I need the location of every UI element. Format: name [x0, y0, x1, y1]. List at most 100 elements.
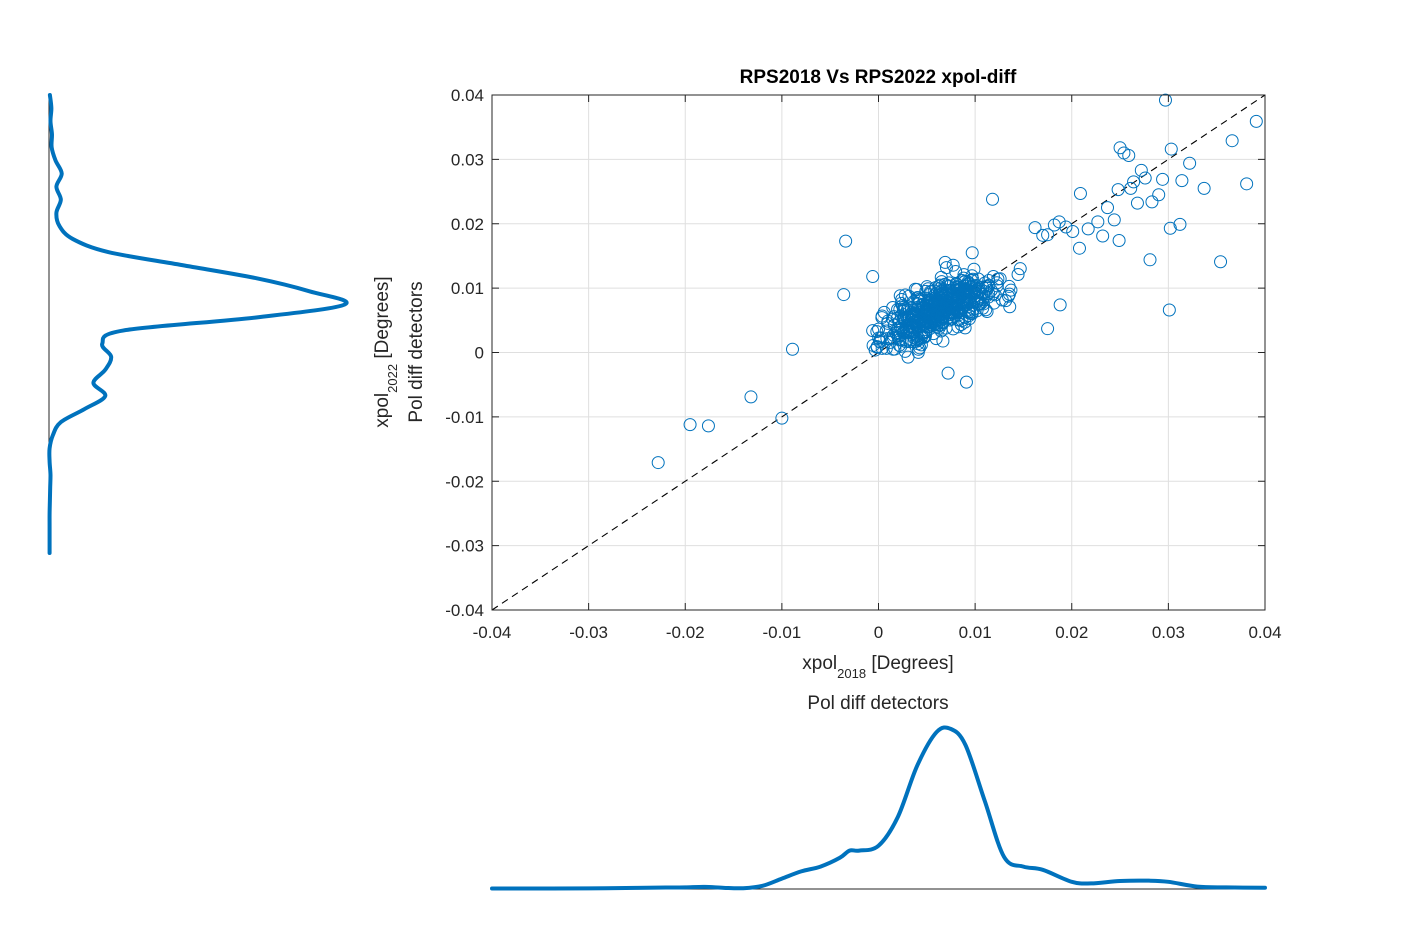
- scatter-point: [881, 314, 895, 328]
- scatter-point: [938, 305, 952, 319]
- scatter-point: [1011, 267, 1025, 281]
- scatter-point: [993, 272, 1007, 286]
- scatter-point: [936, 334, 950, 348]
- scatter-point: [898, 288, 912, 302]
- x-tick-label: -0.01: [763, 623, 802, 642]
- left-density-plot: [47, 93, 349, 555]
- scatter-point: [988, 288, 1002, 302]
- scatter-point: [701, 419, 715, 433]
- identity-reference-line: [491, 94, 1266, 611]
- bottom-density-curve: [490, 725, 1267, 891]
- scatter-point: [964, 273, 978, 287]
- scatter-point: [894, 296, 908, 310]
- scatter-point: [958, 315, 972, 329]
- scatter-point: [946, 322, 960, 336]
- scatter-point: [1240, 177, 1254, 191]
- y-tick-label: -0.04: [445, 601, 484, 620]
- scatter-point: [1173, 217, 1187, 231]
- scatter-point: [1124, 181, 1138, 195]
- scatter-point: [1163, 221, 1177, 235]
- scatter-point: [986, 287, 1000, 301]
- scatter-point: [1052, 215, 1066, 229]
- scatter-point: [955, 280, 969, 294]
- scatter-point: [1073, 186, 1087, 200]
- scatter-point: [978, 285, 992, 299]
- scatter-point: [1112, 233, 1126, 247]
- scatter-point: [979, 279, 993, 293]
- y-axis-label-line2: Pol diff detectors: [406, 281, 427, 422]
- scatter-point: [1175, 174, 1189, 188]
- scatter-point: [893, 303, 907, 317]
- scatter-point: [1111, 183, 1125, 197]
- scatter-point: [1036, 228, 1050, 242]
- scatter-point: [1138, 171, 1152, 185]
- scatter-point: [971, 272, 985, 286]
- scatter-point: [913, 294, 927, 308]
- y-axis-label-suffix: [Degrees]: [372, 276, 393, 364]
- scatter-point: [1152, 188, 1166, 202]
- scatter-point: [1249, 114, 1263, 128]
- y-axis-label-subscript: 2022: [385, 364, 400, 393]
- scatter-point: [1107, 213, 1121, 227]
- scatter-point: [935, 307, 949, 321]
- y-tick-label: -0.01: [445, 408, 484, 427]
- y-tick-label: 0.03: [451, 150, 484, 169]
- scatter-point: [986, 192, 1000, 206]
- scatter-point: [1053, 298, 1067, 312]
- scatter-point: [744, 390, 758, 404]
- scatter-point: [1143, 253, 1157, 267]
- scatter-point: [938, 255, 952, 269]
- scatter-point: [1028, 221, 1042, 235]
- scatter-point: [938, 277, 952, 291]
- scatter-point: [1059, 220, 1073, 234]
- scatter-point: [946, 306, 960, 320]
- y-tick-label: 0.04: [451, 86, 484, 105]
- scatter-point: [1122, 149, 1136, 163]
- scatter-axes: -0.04 -0.03 -0.02 -0.01 0 0.01 0.02 0.03 0.04 -0…: [372, 67, 1282, 714]
- scatter-point: [1214, 255, 1228, 269]
- x-axis-label: xpol2018 [Degrees]: [802, 653, 953, 681]
- scatter-point: [965, 246, 979, 260]
- scatter-point: [879, 324, 893, 338]
- scatter-point: [908, 315, 922, 329]
- scatter-point: [995, 293, 1009, 307]
- scatter-point: [1066, 224, 1080, 238]
- scatter-point: [937, 307, 951, 321]
- scatter-point: [839, 234, 853, 248]
- scatter-point: [946, 258, 960, 272]
- x-tick-label: 0.03: [1152, 623, 1185, 642]
- scatter-point: [967, 292, 981, 306]
- scatter-point: [1013, 262, 1027, 276]
- scatter-point: [1156, 172, 1170, 186]
- scatter-point: [986, 270, 1000, 284]
- scatter-points: [651, 93, 1263, 470]
- scatter-point: [786, 342, 800, 356]
- scatter-point: [1127, 175, 1141, 189]
- scatter-point: [866, 338, 880, 352]
- x-tick-label: 0.02: [1055, 623, 1088, 642]
- scatter-point: [1164, 142, 1178, 156]
- scatter-point: [1130, 196, 1144, 210]
- scatter-point: [1134, 163, 1148, 177]
- scatter-point: [1225, 134, 1239, 148]
- scatter-point: [837, 288, 851, 302]
- x-axis-label-main: xpol: [802, 653, 837, 674]
- scatter-point: [1101, 201, 1115, 215]
- y-tick-label: -0.02: [445, 472, 484, 491]
- scatter-point: [1003, 300, 1017, 314]
- x-tick-label: 0: [874, 623, 883, 642]
- scatter-point: [872, 322, 886, 336]
- scatter-point: [963, 296, 977, 310]
- scatter-point: [901, 300, 915, 314]
- y-tick-label: -0.03: [445, 537, 484, 556]
- scatter-point: [651, 456, 665, 470]
- scatter-point: [866, 270, 880, 284]
- scatter-point: [1162, 303, 1176, 317]
- y-tick-label: 0: [475, 344, 484, 363]
- scatter-point: [904, 313, 918, 327]
- scatter-point: [941, 366, 955, 380]
- x-axis-ticks: -0.04 -0.03 -0.02 -0.01 0 0.01 0.02 0.03 0.04: [473, 95, 1282, 642]
- left-density-curve: [47, 93, 349, 555]
- scatter-point: [980, 304, 994, 318]
